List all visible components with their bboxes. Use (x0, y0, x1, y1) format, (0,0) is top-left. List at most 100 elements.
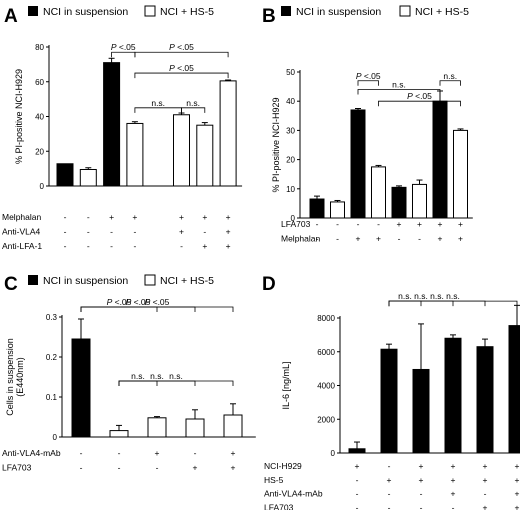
condition-mark: - (133, 241, 136, 251)
y-tick-label: 0 (40, 182, 45, 191)
condition-mark: - (484, 489, 487, 499)
condition-mark: - (356, 489, 359, 499)
bar (371, 166, 386, 219)
significance-bracket (357, 80, 379, 86)
condition-mark: + (515, 502, 520, 510)
condition-mark: + (193, 463, 198, 473)
bar (103, 62, 121, 187)
y-tick-label: 0 (53, 433, 58, 442)
y-axis-title: % PI-positive NCI-H929 (271, 97, 281, 192)
condition-mark: + (202, 212, 207, 222)
condition-mark: - (452, 502, 455, 510)
y-tick-label: 0.1 (46, 393, 58, 402)
condition-mark: + (356, 234, 361, 244)
condition-mark: - (118, 463, 121, 473)
legend-open-label: NCI + HS-5 (415, 6, 469, 18)
condition-mark: - (133, 227, 136, 237)
bar (309, 198, 325, 219)
y-tick-label: 60 (35, 78, 44, 87)
bar (219, 80, 237, 187)
significance-bracket (134, 107, 182, 113)
condition-mark: - (316, 234, 319, 244)
legend-filled-swatch (281, 6, 291, 16)
condition-mark: + (231, 463, 236, 473)
condition-mark: - (357, 219, 360, 229)
condition-mark: + (226, 241, 231, 251)
y-axis-title: Cells in suspension (5, 338, 15, 416)
condition-mark: - (194, 448, 197, 458)
condition-mark: - (388, 502, 391, 510)
significance-bracket (80, 306, 234, 312)
condition-mark: - (87, 212, 90, 222)
significance-label: n.s. (169, 371, 183, 381)
significance-bracket (388, 300, 486, 307)
significance-bracket (357, 89, 441, 95)
condition-mark: + (231, 448, 236, 458)
panel-a: A NCI in suspension NCI + HS-5 0 20 40 60 80… (2, 5, 243, 251)
significance-label: n.s. (443, 71, 457, 81)
bar (79, 168, 97, 187)
panel-letter-b: B (262, 6, 276, 27)
y-axis-title: (E440nm) (15, 357, 25, 397)
condition-mark: - (420, 489, 423, 499)
significance-label: P <.05 (107, 297, 132, 307)
condition-mark: + (458, 234, 463, 244)
condition-mark: + (419, 475, 424, 485)
condition-label: LFA703 (281, 219, 311, 229)
condition-mark: - (156, 463, 159, 473)
y-tick-label: 8000 (317, 314, 335, 323)
condition-mark: + (397, 219, 402, 229)
panel-c: C NCI in suspension NCI + HS-5 0 0.1 0.2 0.… (2, 274, 256, 473)
condition-mark: - (203, 227, 206, 237)
condition-mark: + (226, 212, 231, 222)
condition-label: Anti-VLA4-mAb (264, 489, 323, 499)
bar (444, 337, 462, 454)
condition-mark: - (64, 241, 67, 251)
significance-label: n.s. (392, 80, 406, 90)
condition-mark: + (458, 219, 463, 229)
condition-mark: - (118, 448, 121, 458)
significance-label: P <.05 (145, 297, 170, 307)
bar (412, 368, 430, 454)
condition-label: Melphalan (2, 212, 41, 222)
condition-mark: + (387, 475, 392, 485)
condition-mark: + (451, 489, 456, 499)
condition-label: Anti-LFA-1 (2, 241, 42, 251)
y-tick-label: 40 (286, 97, 295, 106)
condition-mark: + (355, 461, 360, 471)
legend-filled-swatch (28, 275, 38, 285)
y-tick-label: 20 (35, 147, 44, 156)
y-tick-label: 0.3 (46, 313, 58, 322)
condition-mark: + (226, 227, 231, 237)
y-tick-label: 20 (286, 156, 295, 165)
y-tick-label: 2000 (317, 415, 335, 424)
bar (196, 124, 214, 187)
condition-mark: - (110, 241, 113, 251)
legend-open-swatch (144, 274, 156, 286)
significance-bracket (118, 380, 234, 386)
bar (412, 183, 427, 219)
condition-mark: - (388, 461, 391, 471)
y-tick-label: 4000 (317, 382, 335, 391)
significance-label: P <.05 (111, 42, 136, 52)
condition-mark: + (438, 219, 443, 229)
y-tick-label: 0 (331, 449, 336, 458)
significance-label: P <.05 (169, 42, 194, 52)
bar (432, 100, 448, 219)
condition-mark: - (388, 489, 391, 499)
condition-mark: - (398, 234, 401, 244)
condition-mark: + (376, 234, 381, 244)
y-tick-label: 6000 (317, 348, 335, 357)
y-tick-label: 50 (286, 68, 295, 77)
significance-label: n.s. (414, 291, 428, 301)
significance-bracket (118, 380, 158, 386)
panel-letter-d: D (262, 274, 276, 295)
condition-mark: + (109, 212, 114, 222)
panel-b: B NCI in suspension NCI + HS-5 0 10 20 30 40… (262, 5, 473, 244)
significance-label: n.s. (446, 291, 460, 301)
condition-mark: + (451, 475, 456, 485)
significance-bracket (388, 300, 518, 307)
significance-bracket (134, 51, 229, 58)
bar (380, 348, 398, 454)
bar (350, 109, 366, 219)
